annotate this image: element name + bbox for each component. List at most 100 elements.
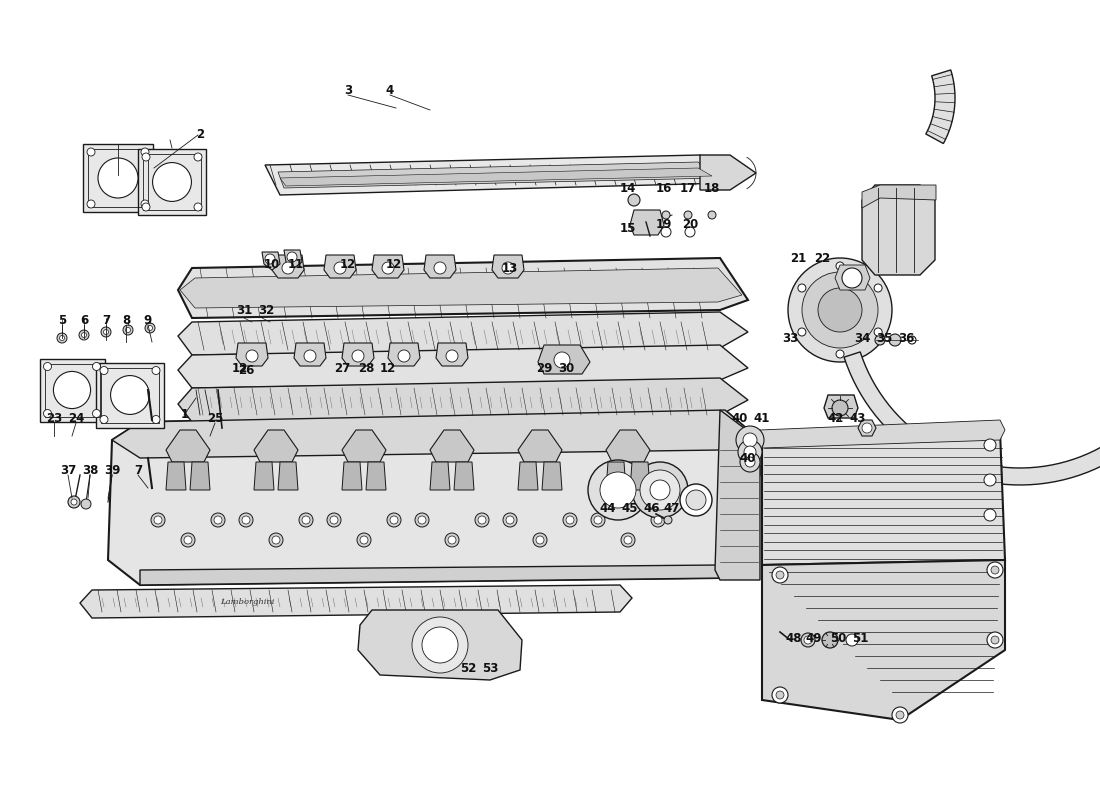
Circle shape <box>98 158 138 198</box>
Polygon shape <box>280 168 712 186</box>
Circle shape <box>984 509 996 521</box>
Polygon shape <box>430 430 474 462</box>
Circle shape <box>446 533 459 547</box>
Text: 14: 14 <box>619 182 636 194</box>
Circle shape <box>398 350 410 362</box>
Polygon shape <box>178 312 748 355</box>
Circle shape <box>415 513 429 527</box>
Circle shape <box>360 536 368 544</box>
Text: 12: 12 <box>379 362 396 374</box>
Circle shape <box>804 636 812 644</box>
Circle shape <box>594 516 602 524</box>
Circle shape <box>44 410 52 418</box>
Polygon shape <box>342 343 374 366</box>
Circle shape <box>72 499 77 505</box>
Polygon shape <box>278 462 298 490</box>
Polygon shape <box>140 465 760 585</box>
Polygon shape <box>178 345 748 388</box>
Circle shape <box>145 323 155 333</box>
Polygon shape <box>272 255 304 278</box>
Text: 17: 17 <box>680 182 696 194</box>
Text: 42: 42 <box>828 411 844 425</box>
Circle shape <box>103 330 109 334</box>
Circle shape <box>54 371 90 409</box>
Circle shape <box>142 153 150 161</box>
Circle shape <box>214 516 222 524</box>
Circle shape <box>744 446 756 458</box>
Polygon shape <box>278 162 718 188</box>
Circle shape <box>846 634 858 646</box>
Polygon shape <box>824 395 858 418</box>
Polygon shape <box>254 462 274 490</box>
Polygon shape <box>835 265 870 290</box>
Circle shape <box>194 203 202 211</box>
Circle shape <box>352 350 364 362</box>
Polygon shape <box>760 420 1005 448</box>
Circle shape <box>287 252 297 262</box>
Circle shape <box>822 632 838 648</box>
Bar <box>82 144 153 212</box>
Polygon shape <box>342 462 362 490</box>
Polygon shape <box>893 200 898 240</box>
Circle shape <box>242 516 250 524</box>
Circle shape <box>991 636 999 644</box>
Circle shape <box>600 472 636 508</box>
Text: 1: 1 <box>180 409 189 422</box>
Text: 21: 21 <box>790 251 806 265</box>
Circle shape <box>536 536 544 544</box>
Text: 23: 23 <box>46 411 62 425</box>
Polygon shape <box>606 430 650 462</box>
Text: 4: 4 <box>386 83 394 97</box>
Circle shape <box>270 533 283 547</box>
Circle shape <box>446 350 458 362</box>
Text: 35: 35 <box>876 331 892 345</box>
Text: 16: 16 <box>656 182 672 194</box>
Circle shape <box>772 567 788 583</box>
Circle shape <box>889 334 901 346</box>
Circle shape <box>664 516 672 524</box>
Polygon shape <box>886 200 890 240</box>
Circle shape <box>984 474 996 486</box>
Circle shape <box>478 516 486 524</box>
Polygon shape <box>542 462 562 490</box>
Circle shape <box>708 211 716 219</box>
Text: 5: 5 <box>58 314 66 326</box>
Polygon shape <box>430 462 450 490</box>
Circle shape <box>661 227 671 237</box>
Circle shape <box>534 533 547 547</box>
Circle shape <box>832 400 848 416</box>
Circle shape <box>390 516 398 524</box>
Circle shape <box>621 533 635 547</box>
Circle shape <box>111 375 150 414</box>
Text: 12: 12 <box>386 258 403 271</box>
Circle shape <box>685 227 695 237</box>
Text: 40: 40 <box>740 451 756 465</box>
Text: 38: 38 <box>81 463 98 477</box>
Text: 9: 9 <box>144 314 152 326</box>
Polygon shape <box>606 462 626 490</box>
Circle shape <box>563 513 578 527</box>
Bar <box>101 367 160 422</box>
Circle shape <box>776 691 784 699</box>
Circle shape <box>738 440 762 464</box>
Circle shape <box>554 352 570 368</box>
Circle shape <box>836 262 844 270</box>
Polygon shape <box>324 255 356 278</box>
Text: 39: 39 <box>103 463 120 477</box>
Circle shape <box>632 462 688 518</box>
Polygon shape <box>112 410 760 458</box>
Polygon shape <box>862 185 935 275</box>
Circle shape <box>330 516 338 524</box>
Circle shape <box>142 203 150 211</box>
Polygon shape <box>424 255 456 278</box>
Polygon shape <box>862 185 936 208</box>
Circle shape <box>987 562 1003 578</box>
Circle shape <box>503 513 517 527</box>
Text: 13: 13 <box>502 262 518 274</box>
Circle shape <box>788 258 892 362</box>
Circle shape <box>624 536 632 544</box>
Text: Lamborghini: Lamborghini <box>220 598 274 606</box>
Polygon shape <box>262 252 280 270</box>
Circle shape <box>182 533 195 547</box>
Text: 2: 2 <box>196 129 205 142</box>
